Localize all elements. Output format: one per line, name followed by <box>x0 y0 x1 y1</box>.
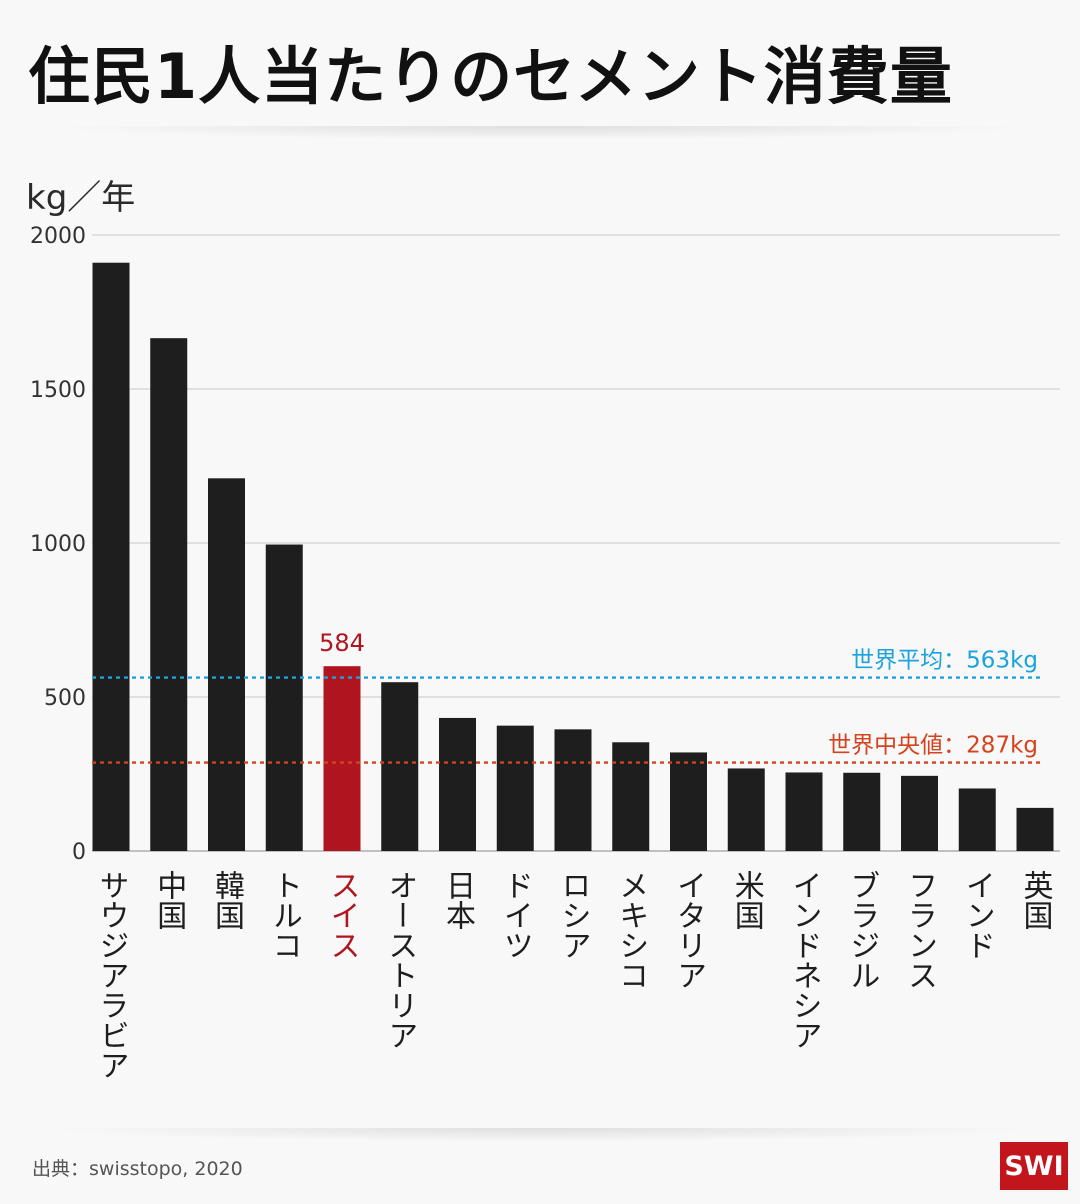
world-median-label: 世界中央値：287kg <box>828 733 1038 759</box>
bar <box>265 544 303 851</box>
footer-divider-shadow <box>40 1128 1040 1142</box>
bar <box>323 666 361 851</box>
x-tick-label: 日本 <box>440 870 475 930</box>
bar <box>496 725 534 851</box>
bar <box>843 772 881 851</box>
x-tick-label: サウジアラビア <box>94 870 129 1080</box>
y-tick-label: 1500 <box>30 378 86 403</box>
bar <box>208 478 245 851</box>
x-tick-label: トルコ <box>267 870 302 960</box>
x-tick-label: 韓国 <box>209 870 244 930</box>
bar <box>785 772 823 851</box>
source-note: 出典：swisstopo, 2020 <box>32 1158 243 1180</box>
x-tick-label: オーストリア <box>382 870 417 1050</box>
y-tick-label: 1000 <box>30 532 86 557</box>
x-tick-label: ブラジル <box>844 870 879 990</box>
bar <box>92 262 130 852</box>
bar <box>958 788 996 851</box>
bar <box>612 742 650 851</box>
bar <box>901 775 938 851</box>
swi-logo: SWI <box>1000 1142 1068 1190</box>
y-tick-label: 0 <box>72 840 86 865</box>
bar <box>439 717 476 851</box>
x-tick-label: スイス <box>325 870 360 960</box>
bar <box>1016 807 1054 851</box>
y-axis-unit-label: kg／年 <box>26 178 136 218</box>
x-tick-label: フランス <box>902 870 937 990</box>
x-tick-label: 米国 <box>729 870 764 930</box>
x-tick-label: インド <box>960 870 995 960</box>
x-tick-label: イタリア <box>671 870 706 990</box>
chart-title: 住民1人当たりのセメント消費量 <box>28 40 953 113</box>
bar <box>150 338 188 851</box>
bar <box>554 729 592 851</box>
x-tick-label: メキシコ <box>613 870 648 990</box>
x-tick-label: 英国 <box>1018 870 1053 930</box>
bar <box>727 768 765 851</box>
x-tick-label: ロシア <box>556 870 591 960</box>
x-tick-label: インドネシア <box>787 870 822 1050</box>
bar <box>670 752 707 851</box>
world-average-label: 世界平均：563kg <box>851 648 1038 674</box>
highlight-value-label: 584 <box>319 629 365 657</box>
y-tick-label: 2000 <box>30 224 86 249</box>
x-tick-label: 中国 <box>151 870 186 930</box>
title-divider-shadow <box>40 126 1040 140</box>
x-tick-label: ドイツ <box>498 870 533 960</box>
y-tick-label: 500 <box>44 686 86 711</box>
bar <box>381 682 419 851</box>
